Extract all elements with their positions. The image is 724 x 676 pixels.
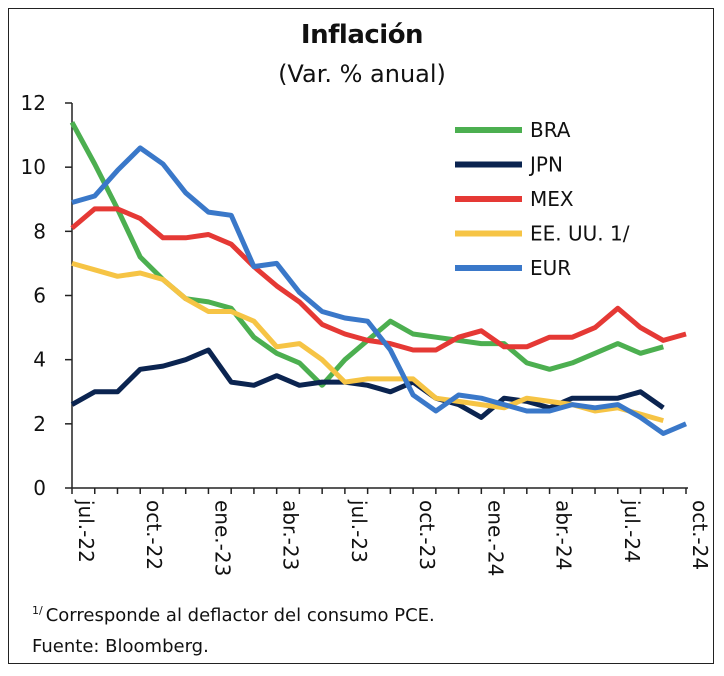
source-note: Fuente: Bloomberg.	[32, 636, 209, 657]
legend-label-bra: BRA	[530, 118, 571, 142]
legend-label-jpn: JPN	[528, 153, 563, 177]
x-tick-label: oct.-24	[688, 500, 712, 570]
x-tick-label: abr.-23	[279, 500, 303, 570]
chart-title: Inflación	[300, 20, 424, 50]
x-tick-label: jul.-22	[74, 499, 98, 563]
x-tick-label: ene.-24	[483, 500, 507, 576]
x-tick-label: oct.-23	[415, 500, 439, 570]
y-tick-label: 6	[33, 284, 46, 308]
legend-label-eur: EUR	[530, 256, 571, 280]
x-tick-label: abr.-24	[552, 500, 576, 570]
x-tick-label: oct.-22	[142, 500, 166, 570]
legend-label-ee-uu-1: EE. UU. 1/	[530, 222, 630, 246]
y-tick-label: 12	[21, 91, 46, 115]
x-tick-label: jul.-23	[347, 499, 371, 563]
y-tick-label: 4	[33, 348, 46, 372]
series-line-eur	[71, 145, 687, 436]
x-tick-label: jul.-24	[620, 499, 644, 563]
footnote-text: Corresponde al deflactor del consumo PCE…	[45, 605, 435, 626]
x-tick-label: ene.-23	[210, 500, 234, 576]
y-tick-label: 10	[21, 155, 46, 179]
chart-subtitle: (Var. % anual)	[278, 60, 446, 88]
y-tick-label: 8	[33, 219, 46, 243]
y-tick-label: 0	[33, 476, 46, 500]
footnote-marker: 1/	[32, 604, 43, 617]
footnote: 1/Corresponde al deflactor del consumo P…	[32, 604, 435, 626]
y-tick-label: 2	[33, 412, 46, 436]
series-line-ee-uu-1	[71, 260, 664, 424]
legend-label-mex: MEX	[530, 187, 574, 211]
series-line-mex	[70, 206, 687, 353]
